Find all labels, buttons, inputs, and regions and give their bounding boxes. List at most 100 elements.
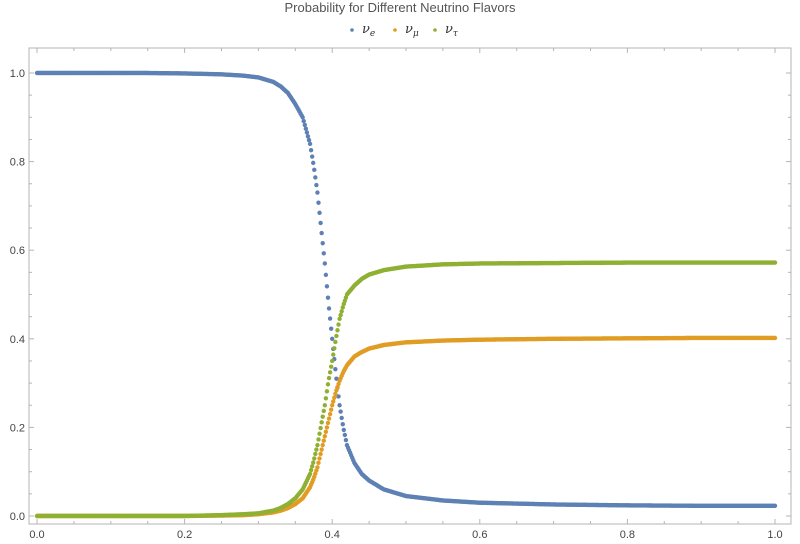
data-point	[772, 260, 778, 265]
y-tick-label: 0.0	[10, 511, 25, 523]
data-point	[324, 389, 330, 394]
legend-marker	[350, 28, 354, 32]
plot-frame	[28, 47, 792, 525]
data-point	[314, 447, 319, 452]
data-point	[341, 427, 346, 433]
data-point	[325, 295, 331, 300]
data-point	[316, 460, 321, 466]
data-point	[327, 316, 333, 321]
legend-label-subscript: e	[370, 29, 375, 39]
data-point	[318, 451, 323, 457]
legend-item: νμ	[393, 22, 419, 39]
series-points	[34, 70, 778, 509]
data-point	[333, 366, 338, 372]
data-point	[328, 326, 334, 331]
data-point	[336, 322, 341, 327]
data-point	[318, 220, 323, 226]
data-point	[316, 437, 321, 442]
data-point	[323, 396, 329, 401]
data-point	[322, 403, 328, 408]
y-tick-label: 0.6	[10, 245, 25, 257]
data-point	[322, 434, 328, 439]
data-point	[326, 306, 332, 311]
data-point	[330, 336, 335, 341]
data-point	[333, 339, 338, 345]
legend-item: νe	[350, 22, 375, 39]
data-point	[772, 503, 778, 509]
data-point	[319, 230, 324, 236]
data-point	[307, 471, 313, 477]
data-point	[324, 425, 330, 430]
data-point	[331, 352, 336, 357]
legend-label: νμ	[405, 22, 419, 39]
series-points	[34, 260, 778, 519]
data-point	[343, 437, 349, 443]
data-point	[338, 409, 343, 414]
data-point	[337, 316, 342, 322]
data-point	[301, 118, 306, 124]
data-point	[339, 309, 344, 314]
data-point	[331, 399, 336, 404]
data-points	[34, 70, 778, 519]
x-tick-label: 1.0	[767, 529, 782, 541]
data-point	[322, 261, 328, 266]
data-point	[325, 420, 331, 426]
legend-label-subscript: μ	[413, 29, 419, 39]
data-point	[334, 376, 339, 381]
data-point	[315, 442, 320, 448]
legend-label-subscript: τ	[453, 29, 459, 39]
axes: 0.0 0.2 0.4 0.6 0.8 1.0 0.0 0.2 0.4 0.6 0.8 1.0	[10, 47, 792, 541]
data-point	[312, 456, 317, 461]
legend: νe νμ ντ	[350, 22, 459, 39]
data-point	[302, 122, 307, 128]
data-point	[340, 305, 345, 310]
data-point	[318, 425, 323, 431]
data-point	[320, 241, 325, 246]
data-point	[334, 333, 339, 339]
data-point	[313, 175, 318, 180]
data-point	[342, 432, 348, 438]
data-point	[303, 126, 309, 131]
data-point	[308, 467, 314, 473]
data-point	[326, 416, 332, 421]
data-point	[321, 438, 326, 443]
series-points	[34, 335, 778, 519]
data-point	[309, 154, 315, 159]
x-tick-label: 0.2	[177, 529, 192, 541]
data-point	[319, 447, 324, 452]
legend-label: ντ	[445, 22, 459, 39]
data-point	[772, 335, 778, 341]
data-point	[300, 115, 305, 120]
data-point	[316, 200, 321, 205]
data-point	[321, 408, 326, 414]
x-tick-label: 0.0	[29, 529, 44, 541]
data-point	[305, 134, 311, 139]
chart-title: Probability for Different Neutrino Flavo…	[285, 0, 516, 15]
data-point	[332, 346, 337, 351]
data-point	[335, 328, 340, 333]
data-point	[317, 210, 322, 216]
data-point	[327, 370, 333, 375]
data-point	[332, 395, 337, 400]
data-point	[304, 130, 310, 135]
data-point	[317, 431, 322, 436]
data-point	[323, 429, 329, 435]
x-tick-label: 0.4	[325, 529, 340, 541]
legend-marker	[433, 28, 437, 32]
legend-label: νe	[362, 22, 375, 39]
data-point	[308, 148, 314, 153]
y-tick-label: 0.2	[10, 422, 25, 434]
data-point	[330, 403, 335, 408]
data-point	[339, 415, 344, 421]
data-point	[311, 460, 316, 465]
data-point	[311, 160, 316, 166]
data-point	[307, 141, 313, 147]
legend-item: ντ	[433, 22, 459, 39]
data-point	[340, 422, 345, 427]
data-point	[328, 364, 334, 369]
data-point	[309, 464, 315, 469]
data-point	[312, 167, 317, 173]
data-point	[330, 358, 335, 364]
data-point	[314, 182, 319, 188]
